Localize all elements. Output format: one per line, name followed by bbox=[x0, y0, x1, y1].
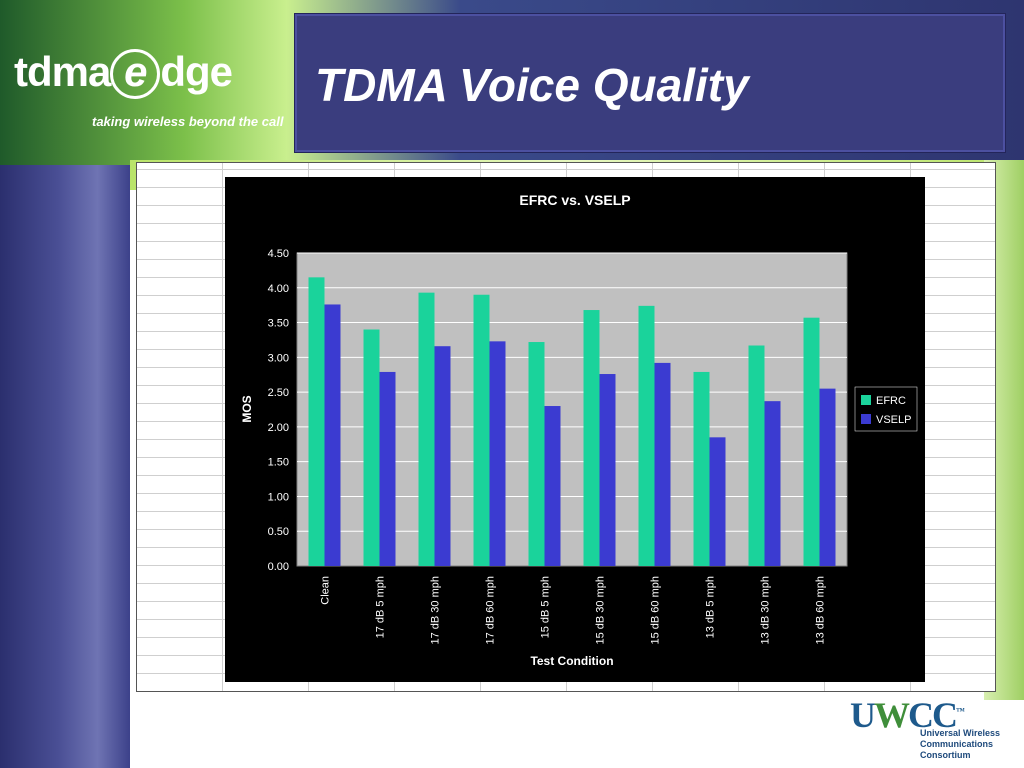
bar-efrc bbox=[528, 342, 545, 566]
bar-vselp bbox=[324, 304, 341, 566]
bar-efrc bbox=[748, 345, 765, 566]
uwcc-mark: UWCC™ bbox=[850, 694, 965, 736]
legend-swatch-efrc bbox=[861, 395, 871, 405]
bar-efrc bbox=[803, 317, 820, 566]
y-tick-label: 0.50 bbox=[268, 526, 289, 538]
bar-vselp bbox=[544, 406, 561, 566]
y-tick-label: 0.00 bbox=[268, 561, 289, 573]
x-tick-label: 15 dB 5 mph bbox=[540, 576, 552, 638]
bar-vselp bbox=[379, 371, 396, 566]
uwcc-mark-cc: CC bbox=[908, 695, 958, 735]
bar-vselp bbox=[654, 362, 671, 566]
x-tick-label: 13 dB 60 mph bbox=[815, 576, 827, 645]
uwcc-trademark: ™ bbox=[956, 706, 965, 716]
y-tick-label: 3.50 bbox=[268, 318, 289, 330]
bar-vselp bbox=[489, 341, 506, 566]
x-tick-label: 13 dB 5 mph bbox=[705, 576, 717, 638]
y-axis-ticks: 0.00 0.50 1.00 1.50 2.00 2.50 3.00 3.50 4.00 4.50 bbox=[268, 248, 289, 573]
logo-e-mark: e bbox=[110, 49, 161, 99]
slide-title: TDMA Voice Quality bbox=[315, 59, 749, 111]
chart: EFRC vs. VSELP 0.00 0.50 1.00 1.50 2.00 2.50 3… bbox=[225, 177, 925, 682]
uwcc-name-line: Communications bbox=[920, 739, 994, 749]
x-tick-label: Clean bbox=[320, 576, 332, 605]
legend-label-vselp: VSELP bbox=[876, 414, 911, 426]
y-tick-label: 1.50 bbox=[268, 457, 289, 469]
legend-swatch-vselp bbox=[861, 414, 871, 424]
logo-text-post: dge bbox=[160, 48, 233, 95]
x-tick-label: 15 dB 30 mph bbox=[595, 576, 607, 645]
y-tick-label: 4.00 bbox=[268, 283, 289, 295]
uwcc-mark-w: W bbox=[874, 695, 910, 735]
x-tick-label: 13 dB 30 mph bbox=[760, 576, 772, 645]
bar-vselp bbox=[709, 437, 726, 566]
x-tick-label: 17 dB 30 mph bbox=[430, 576, 442, 645]
logo-text-pre: tdma bbox=[14, 48, 111, 95]
uwcc-name-line: Universal Wireless bbox=[920, 728, 1000, 738]
tdmaedge-logo: tdma e dge taking wireless beyond the call bbox=[14, 38, 294, 138]
chart-title: EFRC vs. VSELP bbox=[519, 192, 630, 208]
x-tick-label: 15 dB 60 mph bbox=[650, 576, 662, 645]
title-box: TDMA Voice Quality bbox=[294, 13, 1006, 153]
y-tick-label: 3.00 bbox=[268, 352, 289, 364]
chart-frame: EFRC vs. VSELP 0.00 0.50 1.00 1.50 2.00 2.50 3… bbox=[136, 162, 996, 692]
bar-efrc bbox=[308, 277, 325, 566]
bar-vselp bbox=[764, 401, 781, 566]
y-tick-label: 2.50 bbox=[268, 387, 289, 399]
uwcc-mark-u: U bbox=[850, 695, 876, 735]
x-tick-label: 17 dB 60 mph bbox=[485, 576, 497, 645]
bar-efrc bbox=[638, 305, 655, 566]
bar-efrc bbox=[583, 310, 600, 566]
legend: EFRC VSELP bbox=[854, 386, 918, 432]
bar-vselp bbox=[819, 388, 836, 566]
bar-efrc bbox=[363, 329, 380, 566]
y-axis-label: MOS bbox=[240, 395, 254, 422]
logo-tagline: taking wireless beyond the call bbox=[92, 114, 284, 129]
x-axis-label: Test Condition bbox=[530, 654, 613, 668]
y-tick-label: 1.00 bbox=[268, 491, 289, 503]
y-tick-label: 2.00 bbox=[268, 422, 289, 434]
logo-wordmark: tdma e dge bbox=[14, 48, 233, 99]
uwcc-name-line: Consortium bbox=[920, 750, 971, 760]
y-tick-label: 4.50 bbox=[268, 248, 289, 260]
bar-vselp bbox=[599, 374, 616, 566]
x-axis-ticks: Clean 17 dB 5 mph 17 dB 30 mph 17 dB 60 mph… bbox=[320, 576, 827, 645]
bar-efrc bbox=[418, 292, 435, 566]
bar-efrc bbox=[473, 294, 490, 566]
uwcc-logo: UWCC™ Universal Wireless Communications … bbox=[850, 690, 1020, 765]
bar-efrc bbox=[693, 371, 710, 566]
uwcc-name: Universal Wireless Communications Consor… bbox=[920, 728, 1020, 761]
legend-label-efrc: EFRC bbox=[876, 395, 906, 407]
x-tick-label: 17 dB 5 mph bbox=[375, 576, 387, 638]
bars bbox=[308, 277, 836, 566]
bar-vselp bbox=[434, 346, 451, 566]
